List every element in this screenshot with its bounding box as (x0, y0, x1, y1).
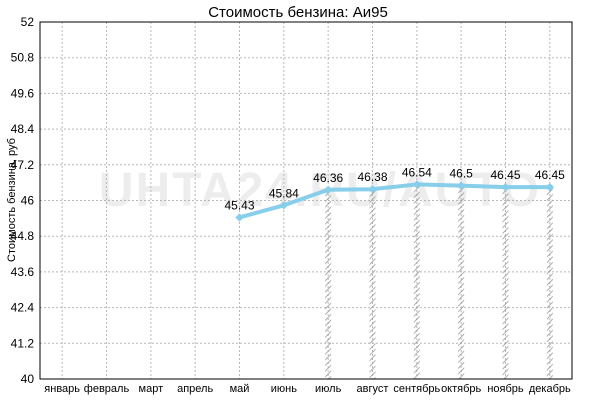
data-labels: 45.43 45.84 46.36 46.38 46.54 46.5 46.45 46.45 (224, 165, 565, 212)
y-tick-label: 49.6 (11, 86, 35, 100)
data-label: 46.54 (402, 165, 432, 179)
data-label: 45.43 (224, 198, 254, 212)
data-label: 46.45 (535, 168, 565, 182)
hatch-bar (325, 189, 332, 379)
data-point (412, 180, 422, 189)
data-point (279, 201, 289, 210)
y-tick-label: 43.6 (11, 265, 35, 279)
hatch-bars (325, 184, 553, 379)
series-group (235, 180, 555, 222)
hatch-bar (502, 187, 509, 379)
watermark: UHTA24.RU/AUTO (99, 164, 541, 217)
y-tick-label: 42.4 (11, 301, 35, 315)
y-tick-label: 52 (21, 15, 35, 29)
data-point (501, 182, 510, 192)
data-point (323, 185, 333, 194)
y-tick-label: 40 (21, 372, 35, 386)
data-point (235, 213, 244, 222)
data-point (368, 184, 377, 194)
data-label: 46.36 (313, 171, 343, 185)
x-tick-label: май (230, 383, 250, 395)
x-tick-label: декабрь (529, 383, 571, 395)
hatch-bar (413, 184, 420, 379)
x-tick-label: март (139, 383, 164, 395)
x-tick-label: сентябрь (393, 383, 440, 395)
data-label: 45.84 (269, 186, 299, 200)
y-axis-label: Стоимость бензина, руб (6, 138, 18, 262)
hatch-bar (546, 187, 553, 379)
x-tick-label: апрель (177, 383, 213, 395)
y-tick-label: 47.2 (11, 158, 35, 172)
x-tick-label: август (357, 383, 389, 395)
y-tick-label: 44.8 (11, 229, 35, 243)
data-point (545, 182, 555, 192)
hatch-bar (458, 185, 465, 379)
x-tick-label: июнь (271, 383, 297, 395)
series-line (238, 182, 550, 220)
y-axis-ticks: 40 41.2 42.4 43.6 44.8 46 47.2 48.4 49.6 50.8 52 (11, 15, 35, 386)
x-tick-label: ноябрь (487, 383, 524, 395)
y-tick-label: 41.2 (11, 336, 35, 350)
y-tick-label: 50.8 (11, 51, 35, 65)
data-point (456, 181, 466, 190)
x-tick-label: февраль (84, 383, 130, 395)
chart-title: Стоимость бензина: Аи95 (208, 4, 388, 21)
data-label: 46.38 (357, 170, 387, 184)
x-tick-label: июль (315, 383, 342, 395)
x-tick-label: октябрь (441, 383, 481, 395)
plot-frame (39, 21, 573, 380)
x-tick-label: январь (44, 383, 80, 395)
y-tick-label: 48.4 (11, 122, 35, 136)
x-axis-ticks: январь февраль март апрель май июнь июль август… (44, 383, 571, 395)
hatch-bar (369, 189, 376, 379)
data-label: 46.45 (490, 168, 520, 182)
y-tick-label: 46 (21, 194, 35, 208)
data-label: 46.5 (449, 167, 473, 181)
